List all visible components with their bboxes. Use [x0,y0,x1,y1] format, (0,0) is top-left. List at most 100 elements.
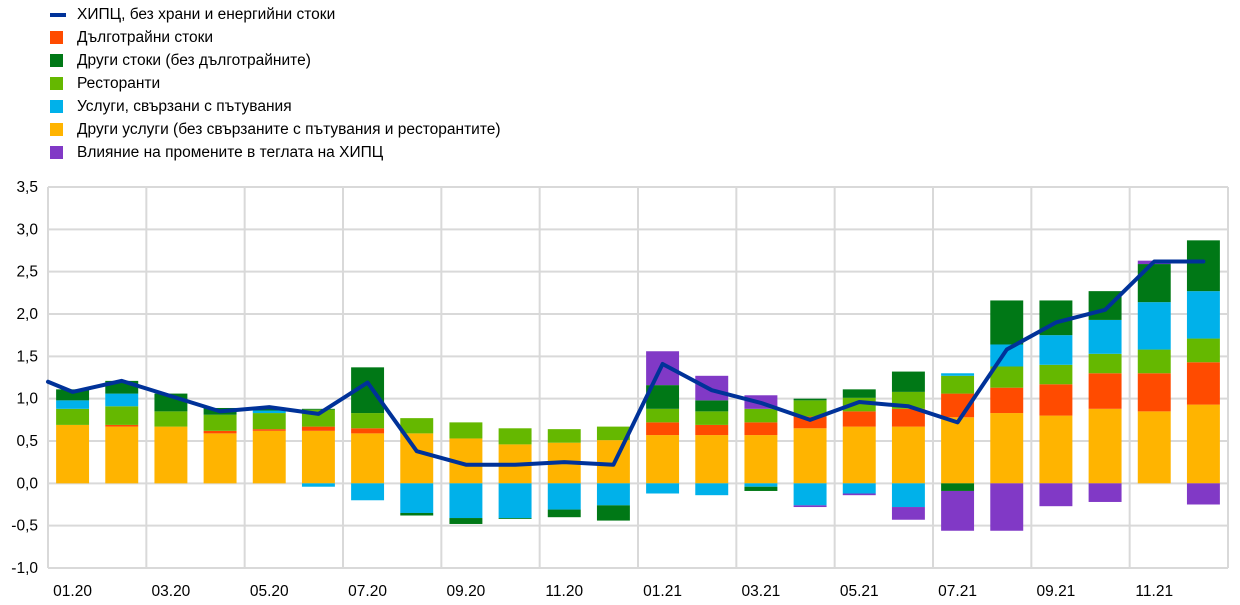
legend-label: Други услуги (без свързаните с пътувания… [77,120,501,138]
bar-segment [941,373,975,376]
y-tick-label: 0,5 [16,433,38,450]
bar-segment [400,512,434,516]
bar-segment [301,430,335,484]
legend-swatch [50,31,63,44]
y-tick-label: 2,0 [16,306,38,323]
x-tick-label: 03.21 [742,583,781,600]
legend-item: Дълготрайни стоки [50,26,501,49]
bar-segment [941,483,975,491]
bar-segment [1137,349,1171,374]
bar-segment [990,366,1024,388]
legend-swatch [50,77,63,90]
bar-segment [105,393,139,407]
bar-segment [301,483,335,487]
bar-segment [154,411,188,427]
bar-segment [203,414,237,431]
legend-item: Влияние на промените в теглата на ХИПЦ [50,141,501,164]
bar-segment [1088,373,1122,409]
y-tick-label: 2,5 [16,264,38,281]
bar-segment [105,406,139,425]
legend-label: Услуги, свързани с пътувания [77,97,292,115]
bar-segment [744,486,778,491]
x-tick-label: 05.21 [840,583,879,600]
bar-segment [695,424,729,436]
bar-segment [252,408,286,411]
bar-segment [744,408,778,423]
legend-item: Други стоки (без дълготрайните) [50,49,501,72]
bar-segment [1088,319,1122,354]
bar-segment [252,410,286,414]
bar-segment [252,430,286,484]
bar-segment [695,411,729,425]
legend-item: Ресторанти [50,72,501,95]
bar-segment [1186,362,1220,405]
legend-label: ХИПЦ, без храни и енергийни стоки [77,5,336,23]
bar-segment [1039,483,1073,507]
legend-label: Други стоки (без дълготрайните) [77,51,311,69]
bar-segment [547,483,581,510]
x-tick-label: 09.20 [447,583,486,600]
bar-segment [203,433,237,484]
legend-line-swatch [50,12,66,17]
bar-segment [547,429,581,443]
bar-segment [891,426,925,484]
y-tick-label: 1,5 [16,348,38,365]
bar-segment [400,418,434,434]
legend-item: Услуги, свързани с пътувания [50,95,501,118]
bar-segment [596,426,630,441]
bar-segment [449,483,483,519]
bar-segment [596,505,630,521]
legend-label: Влияние на промените в теглата на ХИПЦ [77,143,384,161]
bar-segment [941,417,975,484]
bar-segment [891,483,925,508]
bar-segment [301,426,335,431]
bar-segment [351,413,385,429]
bar-segment [56,389,90,401]
bar-segment [56,424,90,484]
x-tick-label: 11.20 [545,583,583,600]
bar-segment [252,429,286,431]
bar-segment [646,385,680,409]
y-tick-label: 3,0 [16,221,38,238]
bar-segment [793,416,827,429]
bar-segment [990,300,1024,345]
bar-segment [891,408,925,427]
legend-item: Други услуги (без свързаните с пътувания… [50,118,501,141]
bar-segment [498,483,532,519]
bar-segment [941,490,975,531]
bar-segment [154,426,188,484]
bar-segment [351,483,385,501]
bar-segment [990,413,1024,484]
bar-segment [252,413,286,430]
bar-segment [990,483,1024,531]
legend-swatch [50,123,63,136]
bar-segment [793,428,827,484]
x-tick-label: 05.20 [250,583,289,600]
bar-segment [56,400,90,409]
y-tick-label: 3,5 [16,179,38,196]
legend-item: ХИПЦ, без храни и енергийни стоки [50,3,501,26]
y-tick-label: -0,5 [11,518,38,535]
bar-segment [1088,483,1122,502]
x-tick-label: 07.20 [348,583,387,600]
bar-segment [646,435,680,484]
bar-segment [990,387,1024,414]
bar-segment [1137,264,1171,303]
bar-segment [646,422,680,436]
bar-segment [842,483,876,494]
bar-segment [1039,364,1073,385]
bar-segment [351,433,385,484]
bar-segment [842,389,876,398]
bar-segment [1186,240,1220,292]
legend-label: Ресторанти [77,74,161,92]
bar-segment [695,400,729,412]
bar-segment [498,518,532,519]
legend-swatch [50,146,63,159]
bar-segment [646,408,680,423]
bar-segment [1186,291,1220,339]
bar-segment [547,509,581,518]
bar-segment [105,424,139,427]
legend: ХИПЦ, без храни и енергийни стоки Дълготр… [50,3,501,164]
bar-segment [1137,411,1171,484]
